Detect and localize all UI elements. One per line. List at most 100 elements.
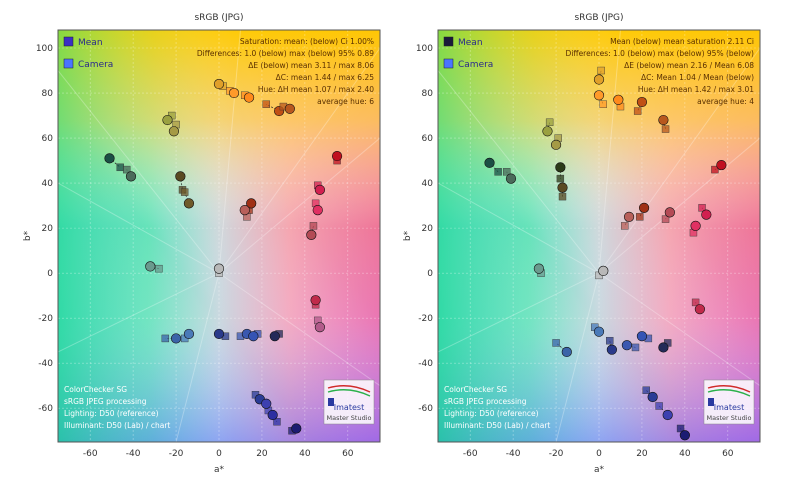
data-point bbox=[557, 182, 568, 193]
x-tick-label: -60 bbox=[83, 449, 98, 459]
reference-point bbox=[161, 334, 170, 343]
brand-logo-curve bbox=[327, 385, 371, 393]
x-tick-label: 60 bbox=[342, 449, 354, 459]
brand-logo-curve bbox=[707, 385, 751, 393]
stats-text-line: Saturation: mean: (below) Ci 1.00% bbox=[240, 37, 374, 46]
stats-text-line: ΔE (below) mean 2.16 / Mean 6.08 bbox=[624, 61, 754, 70]
data-point bbox=[331, 150, 343, 162]
data-point bbox=[228, 87, 240, 99]
x-axis-label: a* bbox=[594, 465, 605, 475]
data-point bbox=[183, 198, 195, 209]
data-point bbox=[658, 114, 669, 126]
data-point bbox=[505, 173, 517, 184]
data-point bbox=[239, 205, 250, 216]
chart-title: sRGB (JPG) bbox=[194, 13, 243, 23]
hue-boundary-line bbox=[598, 29, 621, 274]
x-tick-label: 20 bbox=[256, 449, 268, 459]
x-tick-label: -20 bbox=[549, 449, 564, 459]
data-point bbox=[593, 74, 605, 85]
y-tick-label: -40 bbox=[38, 359, 53, 369]
data-point bbox=[664, 207, 675, 218]
data-point bbox=[561, 346, 572, 358]
legend-marker bbox=[443, 36, 454, 47]
data-point bbox=[555, 162, 566, 173]
hue-boundary-line bbox=[218, 272, 381, 387]
y-tick-label: -60 bbox=[418, 404, 433, 414]
info-text-line: Lighting: D50 (reference) bbox=[64, 409, 159, 418]
data-point bbox=[542, 126, 553, 137]
legend-marker bbox=[63, 36, 74, 47]
data-point bbox=[484, 157, 495, 168]
data-point bbox=[550, 139, 562, 150]
plot-frame bbox=[437, 29, 761, 443]
brand-logo-curve bbox=[327, 389, 371, 397]
stats-text-line: ΔC: mean 1.44 / max 6.25 bbox=[276, 73, 375, 82]
data-point bbox=[213, 78, 225, 90]
data-point bbox=[606, 344, 617, 355]
legend-label: Camera bbox=[458, 60, 493, 70]
hue-boundary-line bbox=[437, 70, 600, 274]
data-point bbox=[213, 263, 225, 274]
legend-label: Mean bbox=[458, 38, 483, 48]
reference-point bbox=[556, 174, 565, 183]
x-tick-label: 60 bbox=[722, 449, 734, 459]
brand-logo-text: Imatest bbox=[714, 403, 744, 412]
data-point bbox=[701, 209, 712, 220]
data-point bbox=[267, 409, 278, 421]
data-point bbox=[269, 331, 280, 342]
data-point bbox=[658, 342, 669, 353]
data-point bbox=[175, 171, 186, 182]
stats-text-line: average hue: 4 bbox=[697, 97, 754, 106]
y-tick-label: 100 bbox=[36, 44, 53, 54]
data-point bbox=[314, 184, 325, 195]
legend-marker bbox=[443, 58, 454, 69]
x-tick-label: -20 bbox=[169, 449, 184, 459]
plot-background-overlay bbox=[58, 30, 380, 442]
reference-point bbox=[621, 222, 629, 230]
hue-boundary-line bbox=[218, 29, 241, 274]
y-tick-label: 80 bbox=[422, 89, 434, 99]
info-text-line: sRGB JPEG processing bbox=[444, 397, 527, 406]
data-point bbox=[690, 220, 701, 231]
hue-boundary-line bbox=[175, 273, 220, 443]
hue-boundary-line bbox=[218, 137, 381, 274]
y-tick-label: -20 bbox=[38, 314, 53, 324]
legend-marker bbox=[63, 58, 74, 69]
data-point bbox=[623, 211, 635, 222]
y-tick-label: 60 bbox=[422, 134, 434, 144]
hue-boundary-line bbox=[598, 272, 761, 387]
reference-point bbox=[691, 298, 700, 307]
data-point bbox=[598, 265, 609, 276]
stats-text-line: average hue: 6 bbox=[317, 97, 374, 106]
hue-boundary-line bbox=[598, 137, 761, 274]
data-point bbox=[248, 331, 259, 342]
data-point bbox=[162, 114, 173, 126]
y-tick-label: 80 bbox=[42, 89, 54, 99]
plot-frame bbox=[57, 29, 381, 443]
reference-point bbox=[698, 204, 706, 212]
data-point bbox=[679, 430, 690, 441]
brand-logo-text: Imatest bbox=[334, 403, 364, 412]
x-tick-label: -40 bbox=[126, 449, 141, 459]
reference-point bbox=[597, 66, 605, 75]
reference-point bbox=[558, 192, 567, 201]
reference-point bbox=[636, 213, 644, 221]
x-tick-label: -60 bbox=[463, 449, 478, 459]
hue-boundary-line bbox=[437, 272, 600, 353]
hue-boundary-line bbox=[598, 47, 761, 274]
data-point bbox=[104, 153, 115, 164]
info-text-line: ColorChecker SG bbox=[444, 385, 507, 394]
y-axis-label: b* bbox=[403, 230, 413, 241]
stats-text-line: Hue: ΔH mean 1.42 / max 3.01 bbox=[638, 85, 754, 94]
y-axis-label: b* bbox=[23, 230, 33, 241]
data-point bbox=[170, 333, 182, 344]
brand-logo-mark bbox=[708, 398, 714, 406]
reference-point bbox=[606, 336, 614, 345]
info-text-line: Illuminant: D50 (Lab) / chart bbox=[64, 421, 170, 430]
data-point bbox=[183, 328, 195, 340]
legend-label: Mean bbox=[78, 38, 103, 48]
brand-logo-curve bbox=[707, 389, 751, 397]
reference-point bbox=[180, 188, 189, 196]
brand-logo-caption: Master Studio bbox=[327, 414, 372, 422]
